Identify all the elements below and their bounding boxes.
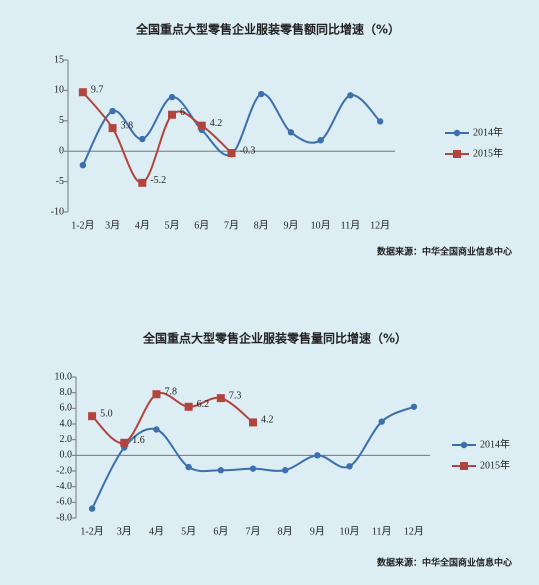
x-tick-label: 8月 bbox=[254, 219, 269, 231]
x-tick-label: 5月 bbox=[165, 219, 180, 231]
source-note: 数据来源：中华全国商业信息中心 bbox=[377, 246, 512, 258]
data-label: 7.3 bbox=[229, 390, 242, 401]
marker bbox=[314, 452, 321, 459]
y-tick-label: 6.0 bbox=[60, 403, 73, 414]
x-tick-label: 8月 bbox=[278, 525, 293, 537]
data-label: 3.8 bbox=[121, 120, 134, 131]
y-tick-label: -4.0 bbox=[56, 481, 72, 492]
data-label: -5.2 bbox=[150, 175, 166, 186]
x-tick-label: 3月 bbox=[117, 525, 132, 537]
x-tick-label: 5月 bbox=[181, 525, 196, 537]
legend-label: 2015年 bbox=[473, 146, 503, 159]
x-tick-label: 7月 bbox=[224, 219, 239, 231]
marker bbox=[184, 402, 193, 411]
data-label: 6.2 bbox=[197, 399, 210, 410]
marker bbox=[120, 438, 129, 447]
x-tick-label: 11月 bbox=[372, 525, 392, 537]
data-label: 9.7 bbox=[91, 85, 104, 96]
y-tick-label: -6.0 bbox=[56, 497, 72, 508]
x-tick-label: 4月 bbox=[149, 525, 164, 537]
legend-label: 2014年 bbox=[473, 125, 503, 138]
marker bbox=[168, 110, 177, 119]
marker bbox=[78, 88, 87, 97]
marker bbox=[410, 403, 418, 410]
marker bbox=[138, 178, 147, 187]
y-tick-label: 8.0 bbox=[60, 387, 73, 398]
legend-label: 2014年 bbox=[480, 437, 510, 450]
x-tick-label: 10月 bbox=[340, 525, 360, 537]
data-label: 1.6 bbox=[132, 435, 145, 446]
x-tick-label: 10月 bbox=[311, 219, 331, 231]
x-tick-label: 9月 bbox=[283, 219, 298, 231]
data-label: 4.2 bbox=[210, 118, 223, 129]
y-tick-label: -8.0 bbox=[56, 512, 72, 523]
marker bbox=[217, 467, 225, 474]
source-note: 数据来源：中华全国商业信息中心 bbox=[377, 557, 512, 569]
data-label: -0.3 bbox=[240, 145, 256, 156]
legend-label: 2015年 bbox=[480, 458, 510, 471]
marker bbox=[378, 418, 385, 425]
data-label: 7.8 bbox=[164, 387, 177, 398]
y-tick-label: -10 bbox=[51, 206, 64, 217]
y-tick-label: 0.0 bbox=[60, 450, 73, 461]
data-label: 5.0 bbox=[100, 408, 113, 419]
x-tick-label: 1-2月 bbox=[80, 525, 103, 537]
marker bbox=[109, 107, 116, 115]
marker bbox=[197, 121, 206, 130]
chart-title: 全国重点大型零售企业服装零售额同比增速（%） bbox=[135, 22, 400, 37]
y-tick-label: 10 bbox=[54, 85, 64, 96]
marker bbox=[376, 118, 384, 125]
marker bbox=[227, 149, 236, 158]
marker bbox=[153, 426, 160, 433]
chart-title: 全国重点大型零售企业服装零售量同比增速（%） bbox=[142, 331, 407, 346]
x-tick-label: 6月 bbox=[213, 525, 228, 537]
x-tick-label: 12月 bbox=[370, 219, 390, 231]
y-tick-label: 15 bbox=[54, 54, 64, 65]
marker bbox=[281, 467, 289, 474]
marker bbox=[216, 394, 225, 403]
marker bbox=[249, 465, 257, 472]
marker bbox=[79, 161, 87, 169]
marker bbox=[258, 90, 265, 98]
marker bbox=[168, 93, 176, 101]
x-tick-label: 11月 bbox=[341, 219, 361, 231]
x-tick-label: 1-2月 bbox=[71, 219, 94, 231]
data-label: 4.2 bbox=[261, 415, 274, 426]
y-tick-label: -2.0 bbox=[56, 465, 72, 476]
marker bbox=[88, 412, 97, 421]
marker bbox=[346, 463, 353, 470]
y-tick-label: -5 bbox=[56, 176, 64, 187]
data-label: 6 bbox=[180, 107, 185, 118]
y-tick-label: 0 bbox=[59, 145, 64, 156]
y-tick-label: 5 bbox=[59, 115, 64, 126]
legend-marker bbox=[460, 441, 468, 449]
y-tick-label: 10.0 bbox=[55, 371, 73, 382]
x-tick-label: 4月 bbox=[135, 219, 150, 231]
y-tick-label: 2.0 bbox=[60, 434, 73, 445]
marker bbox=[139, 135, 146, 143]
marker bbox=[185, 463, 192, 471]
marker bbox=[317, 137, 324, 144]
x-tick-label: 6月 bbox=[194, 219, 209, 231]
marker bbox=[249, 418, 257, 427]
marker bbox=[152, 390, 161, 399]
legend-marker bbox=[453, 150, 461, 158]
x-tick-label: 7月 bbox=[246, 525, 261, 537]
x-tick-label: 12月 bbox=[404, 525, 424, 537]
legend-marker bbox=[453, 129, 461, 137]
x-tick-label: 9月 bbox=[310, 525, 325, 537]
x-tick-label: 3月 bbox=[105, 219, 120, 231]
marker bbox=[347, 92, 354, 99]
marker bbox=[108, 124, 117, 133]
y-tick-label: 4.0 bbox=[60, 418, 73, 429]
marker bbox=[88, 505, 96, 512]
marker bbox=[287, 129, 295, 136]
legend-marker bbox=[460, 462, 468, 470]
